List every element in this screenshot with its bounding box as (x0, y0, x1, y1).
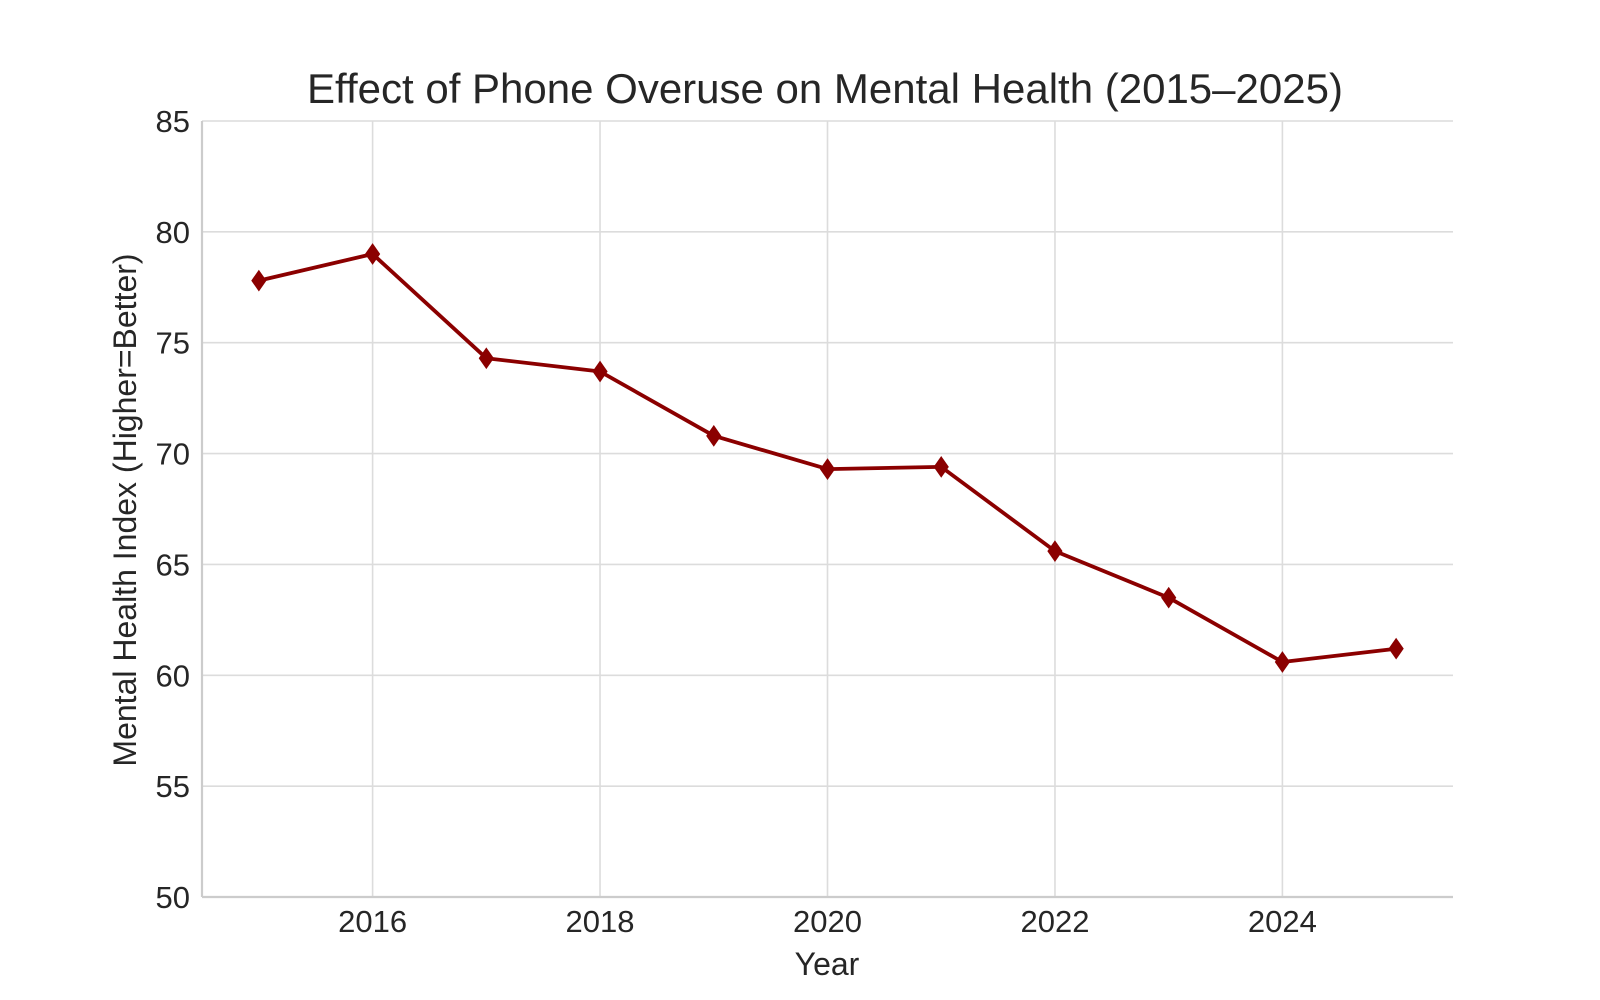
data-point-2017[interactable] (478, 347, 494, 370)
data-point-2021[interactable] (933, 456, 949, 478)
y-tick-label-85: 85 (156, 104, 190, 139)
data-point-2025[interactable] (1388, 637, 1404, 660)
data-point-2020[interactable] (819, 458, 836, 480)
grid (202, 120, 1453, 897)
series-layer (251, 243, 1404, 673)
data-point-2018[interactable] (592, 360, 608, 383)
y-tick-label-60: 60 (156, 658, 190, 693)
x-tick-label-2020: 2020 (793, 904, 862, 939)
y-tick-label-80: 80 (156, 215, 190, 250)
chart-title: Effect of Phone Overuse on Mental Health… (307, 65, 1343, 112)
data-point-2024[interactable] (1274, 651, 1291, 673)
data-point-2015[interactable] (251, 269, 267, 292)
x-tick-label-2024: 2024 (1248, 904, 1317, 939)
x-axis-label: Year (795, 946, 860, 982)
data-point-2023[interactable] (1161, 586, 1177, 609)
y-tick-label-70: 70 (156, 437, 190, 472)
data-point-2019[interactable] (706, 424, 722, 447)
x-tick-label-2018: 2018 (566, 904, 635, 939)
y-axis-label: Mental Health Index (Higher=Better) (107, 253, 143, 766)
tick-labels: 50 55 60 65 70 75 80 85 2016 2018 2020 2022 2024 (156, 104, 1317, 939)
y-tick-label-65: 65 (156, 547, 190, 582)
x-tick-label-2016: 2016 (338, 904, 407, 939)
y-tick-label-50: 50 (156, 880, 190, 915)
axes-frame (200, 121, 1453, 899)
x-tick-label-2022: 2022 (1020, 904, 1089, 939)
y-tick-label-55: 55 (156, 769, 190, 804)
y-tick-label-75: 75 (156, 326, 190, 361)
data-point-2016[interactable] (364, 243, 381, 265)
data-point-2022[interactable] (1047, 540, 1063, 562)
